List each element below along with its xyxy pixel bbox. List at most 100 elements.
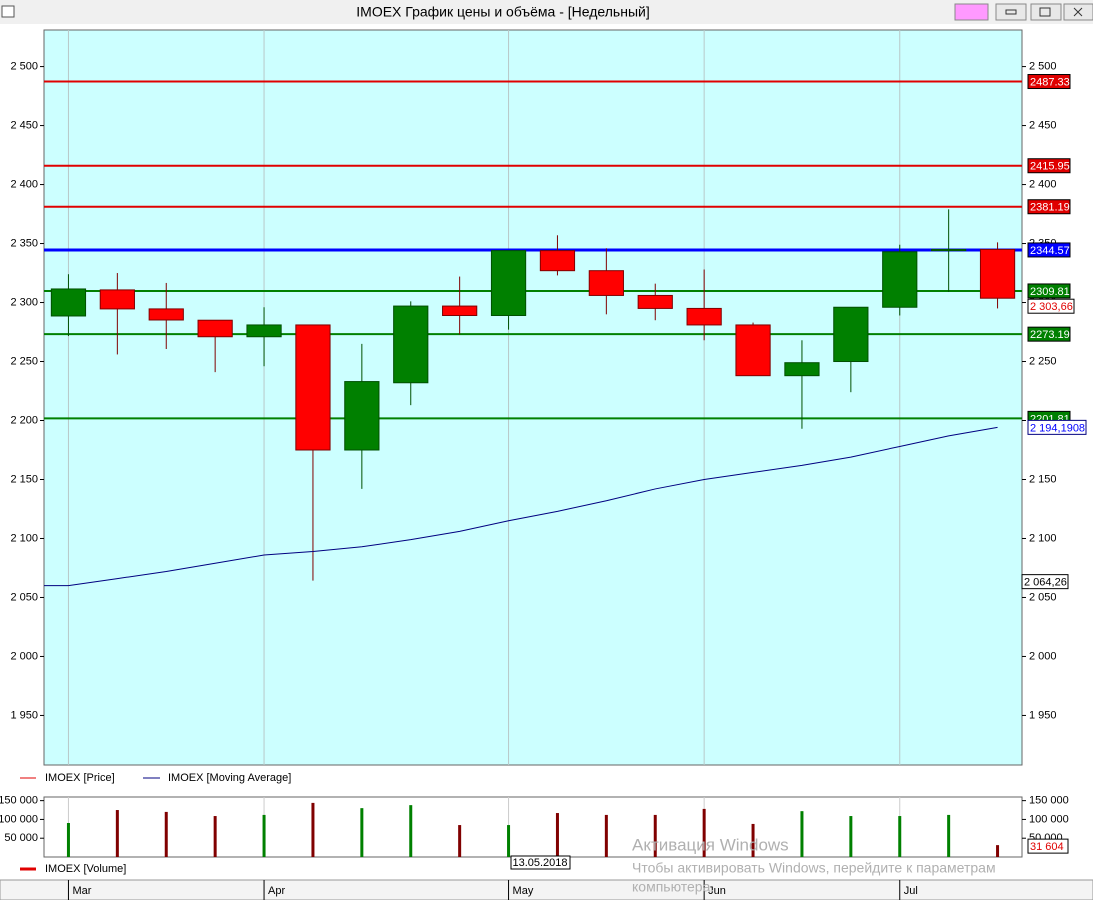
volume-plot-area <box>43 796 1023 858</box>
y-tick-label: 2 050 <box>10 591 38 603</box>
watermark-text: Чтобы активировать Windows, перейдите к … <box>632 860 996 876</box>
volume-bar <box>213 816 217 857</box>
volume-bar <box>555 813 559 857</box>
candle-body <box>637 294 673 309</box>
candle-body <box>931 248 967 252</box>
level-label: 2344.57 <box>1030 245 1070 257</box>
x-tick-label: Apr <box>268 885 285 897</box>
candle-body <box>588 270 624 296</box>
level-label: 2309.81 <box>1030 286 1070 298</box>
y-tick-label: 2 100 <box>10 532 38 544</box>
level-label: 2415.95 <box>1030 161 1070 173</box>
volume-bar <box>164 811 168 857</box>
legend-label: IMOEX [Price] <box>45 772 115 784</box>
y-tick-label: 2 000 <box>1029 650 1057 662</box>
volume-bar <box>947 814 951 857</box>
candle-body <box>246 324 282 338</box>
volume-bar <box>262 814 266 857</box>
legend-label: IMOEX [Volume] <box>45 863 126 875</box>
candle-body <box>393 305 429 384</box>
level-label-box <box>1027 199 1071 215</box>
candle-body <box>50 288 87 317</box>
y-tick-label: 2 500 <box>10 60 38 72</box>
y-tick-label: 2 150 <box>1029 473 1057 485</box>
volume-bar <box>604 814 608 857</box>
volume-bar <box>311 802 315 857</box>
minimize-icon <box>1005 9 1017 15</box>
volume-bar <box>66 822 70 857</box>
candle-body <box>344 381 380 451</box>
level-label-box <box>1027 74 1071 90</box>
volume-bar <box>409 805 413 857</box>
level-label-box <box>1027 326 1071 342</box>
volume-label-box <box>1027 838 1069 854</box>
ma-label-box <box>1027 419 1087 435</box>
volume-bar <box>800 811 804 857</box>
watermark-title: Активация Windows <box>632 835 789 854</box>
title-bar <box>0 0 1093 24</box>
y-tick-label: 2 000 <box>10 650 38 662</box>
level-label-box <box>1027 283 1071 299</box>
y-tick-label: 2 450 <box>1029 119 1057 131</box>
date-annotation: 13.05.2018 <box>512 857 567 869</box>
candle-body <box>148 308 184 321</box>
y-tick-label: 100 000 <box>0 813 38 825</box>
candle-body <box>833 306 869 363</box>
level-label-box <box>1027 242 1071 258</box>
pin-button[interactable] <box>954 3 989 21</box>
y-tick-label: 2 050 <box>1029 591 1057 603</box>
volume-bar <box>653 814 657 857</box>
x-tick-label: May <box>513 885 534 897</box>
ma-label: 2 194,1908 <box>1030 422 1085 434</box>
x-axis-strip <box>0 879 1093 900</box>
x-tick-label: Mar <box>72 885 91 897</box>
candle-body <box>686 307 722 326</box>
y-tick-label: 2 350 <box>10 237 38 249</box>
candle-body <box>784 362 820 377</box>
volume-bar <box>702 808 706 857</box>
volume-bar <box>898 816 902 857</box>
y-tick-label: 150 000 <box>0 795 38 807</box>
y-tick-label: 2 450 <box>10 119 38 131</box>
ma-line <box>44 426 998 587</box>
level-label: 2381.19 <box>1030 202 1070 214</box>
y-tick-label: 2 300 <box>10 296 38 308</box>
y-tick-label: 2 400 <box>1029 178 1057 190</box>
volume-bar <box>996 845 1000 857</box>
volume-bar <box>751 823 755 857</box>
minimize-button[interactable] <box>995 3 1027 21</box>
candle-body <box>882 251 918 308</box>
min-price-label: 2 064,26 <box>1024 577 1067 589</box>
watermark-text: компьютера. <box>632 879 714 895</box>
level-label: 2487.33 <box>1030 76 1070 88</box>
restore-button[interactable] <box>1030 3 1062 21</box>
y-tick-label: 2 100 <box>1029 532 1057 544</box>
chart-layer: 1 950 1 950 2 000 2 000 2 050 2 050 2 100 2 100… <box>0 30 1087 900</box>
candle-body <box>197 319 233 338</box>
restore-icon <box>1039 7 1051 17</box>
volume-bar <box>360 808 364 857</box>
window-icon <box>1 5 15 18</box>
last-price-label: 2 303,66 <box>1030 301 1073 313</box>
volume-bar <box>115 810 119 857</box>
candle-body <box>539 250 576 272</box>
candle-body <box>979 248 1016 299</box>
y-tick-label: 2 250 <box>1029 355 1057 367</box>
close-icon <box>1073 7 1083 17</box>
y-tick-label: 1 950 <box>10 709 38 721</box>
y-tick-label: 2 200 <box>10 414 38 426</box>
x-tick-label: Jun <box>708 885 726 897</box>
volume-bar <box>849 816 853 857</box>
y-tick-label: 150 000 <box>1029 795 1069 807</box>
y-tick-label: 2 500 <box>1029 60 1057 72</box>
price-plot-area <box>43 29 1023 766</box>
y-tick-label: 2 400 <box>10 178 38 190</box>
last-price-label-box <box>1027 298 1075 314</box>
x-tick-label: Jul <box>904 885 918 897</box>
candle-body <box>442 305 478 317</box>
candle-body <box>735 324 771 377</box>
y-tick-label: 2 250 <box>10 355 38 367</box>
y-tick-label: 1 950 <box>1029 709 1057 721</box>
candle-body <box>99 289 135 310</box>
